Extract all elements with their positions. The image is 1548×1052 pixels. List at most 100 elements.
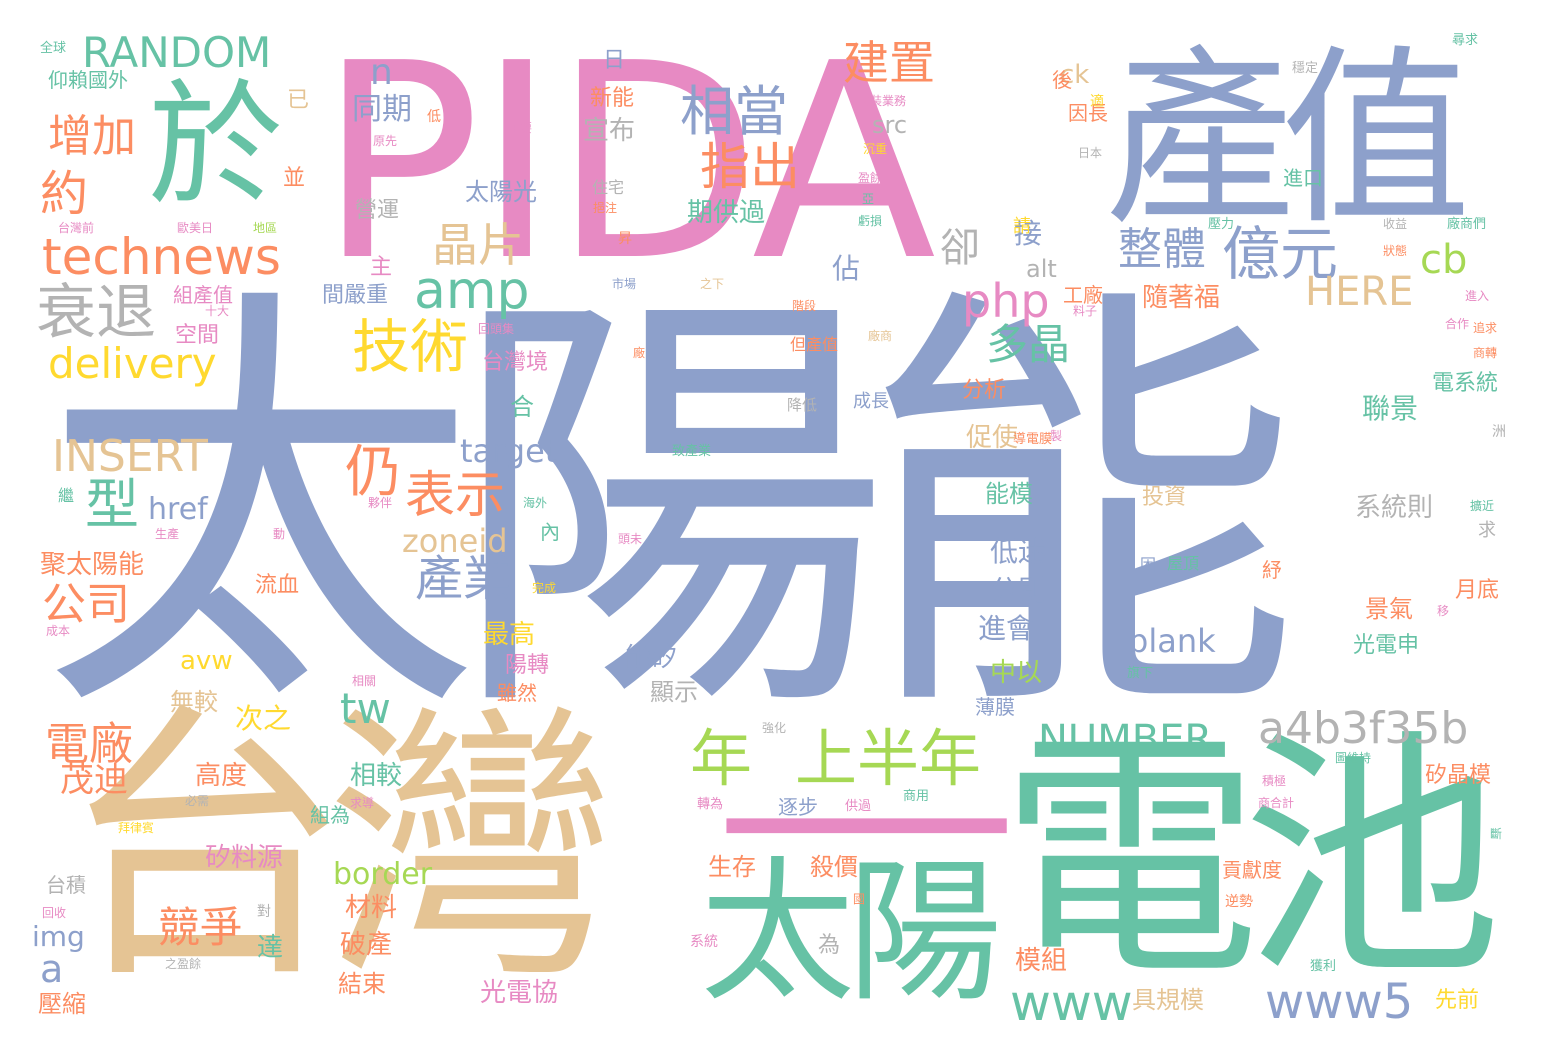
word-cloud-term: 增加: [48, 111, 136, 162]
word-cloud-term: 成長: [853, 391, 889, 412]
word-cloud-term: 矽晶模: [1425, 763, 1492, 788]
word-cloud-term: 昇: [618, 231, 632, 247]
word-cloud-term: 供過: [845, 799, 872, 814]
word-cloud-term: 壓力: [1208, 217, 1235, 232]
word-cloud-term: 顯示: [650, 678, 698, 706]
word-cloud-term: 住宅: [592, 178, 625, 197]
word-cloud-term: 卻: [940, 225, 980, 271]
word-cloud-term: 市場: [612, 277, 637, 291]
word-cloud-term: 低迷: [990, 535, 1047, 568]
word-cloud-term: www: [1010, 974, 1133, 1032]
word-cloud-term: 接: [1014, 217, 1043, 250]
word-cloud-term: 海外: [523, 496, 548, 510]
word-cloud-term: 能矽: [625, 643, 678, 673]
word-cloud-term: 低: [427, 109, 441, 125]
word-cloud-term: cb: [1420, 237, 1468, 283]
word-cloud-term: 殺價: [810, 853, 858, 881]
word-cloud-term: 系統則: [1355, 493, 1434, 523]
word-cloud-term: 成本: [46, 624, 71, 638]
word-cloud-term: 強化: [762, 721, 787, 735]
word-cloud-term: 景氣: [1365, 595, 1413, 623]
word-cloud-term: 台積: [46, 873, 86, 897]
word-cloud-term: 工廠: [1063, 283, 1103, 307]
word-cloud-term: 請: [1013, 216, 1031, 237]
word-cloud-term: 繼: [58, 486, 75, 505]
word-cloud-term: 之下: [700, 277, 725, 291]
word-cloud-term: 安裝業務: [858, 94, 907, 108]
word-cloud-term: 組為: [310, 803, 350, 827]
word-cloud-term: 太陽能: [40, 254, 1300, 766]
word-cloud-term: amp: [414, 261, 530, 321]
word-cloud-term: 已: [287, 88, 310, 113]
word-cloud-term: 台灣前: [58, 221, 95, 235]
word-cloud-term: 屋頂: [1167, 554, 1200, 573]
word-cloud-term: www5: [1265, 974, 1414, 1030]
word-cloud-term: 並: [283, 166, 306, 191]
word-cloud-term: 洲: [1492, 424, 1506, 440]
word-cloud-term: 後: [1052, 68, 1072, 92]
word-cloud-term: 為: [818, 933, 841, 958]
word-cloud-term: 高度: [195, 761, 248, 791]
word-cloud-term: 營運: [355, 198, 400, 223]
word-cloud-term: 年: [690, 722, 753, 795]
word-cloud-term: 太陽: [700, 842, 1002, 1023]
word-cloud-term: 光電協: [480, 978, 559, 1008]
word-cloud-term: INSERT: [52, 431, 208, 482]
word-cloud-term: 台灣: [60, 681, 616, 1018]
word-cloud-term: 合作: [1445, 317, 1470, 331]
word-cloud-term: 薄膜: [975, 695, 1015, 719]
word-cloud-term: 指出: [700, 138, 800, 196]
word-cloud-term: 型: [85, 473, 139, 536]
word-cloud-term: a4b3f35b: [1258, 703, 1469, 754]
word-cloud-term: RANDOM: [82, 28, 272, 77]
word-cloud-term: 日本: [1078, 146, 1103, 160]
word-cloud-term: 產值: [1105, 29, 1471, 250]
word-cloud-term: 主: [370, 255, 393, 280]
word-cloud-term: 旗下: [1127, 666, 1154, 681]
word-cloud-term: 材料: [345, 893, 398, 923]
word-cloud-term: 虧損: [858, 214, 883, 228]
word-cloud-term: 完成: [532, 581, 557, 595]
word-cloud-term: 陽轉: [505, 653, 550, 678]
word-cloud-term: 次之: [235, 702, 292, 735]
word-cloud-term: 狀態: [1383, 244, 1408, 258]
word-cloud-term: border: [333, 857, 433, 892]
word-cloud-term: 具規模: [1132, 986, 1204, 1014]
word-cloud-term: 模組: [1015, 946, 1068, 976]
word-cloud-term: 新能: [590, 86, 635, 111]
word-cloud-term: 拜律賓: [118, 821, 155, 835]
word-cloud-term: src: [872, 111, 908, 139]
word-cloud-term: 十大: [205, 304, 230, 318]
word-cloud-term: 動: [273, 527, 286, 541]
word-cloud-term: 回頭集: [478, 322, 515, 336]
word-cloud-term: 億元: [1222, 220, 1339, 288]
word-cloud-term: php: [962, 274, 1050, 328]
word-cloud-term: HERE: [1305, 269, 1414, 315]
word-cloud-term: 電廠: [45, 719, 133, 770]
word-cloud-term: 逆勢: [1225, 894, 1253, 910]
word-cloud-term: 光電申: [1353, 633, 1420, 658]
word-cloud-term: 降低: [787, 396, 818, 414]
word-cloud-term: 於: [148, 67, 283, 224]
word-cloud-term: 斷: [1490, 827, 1503, 841]
word-cloud-term: 合: [510, 393, 534, 421]
word-cloud-term: 壓縮: [38, 990, 86, 1018]
word-cloud-term: 達: [257, 933, 284, 963]
word-cloud-term: 仰賴國外: [48, 68, 128, 92]
word-cloud-term: 商轉: [1473, 346, 1498, 360]
word-cloud-term: 內: [540, 520, 560, 544]
word-cloud-term: 聯景: [1362, 392, 1419, 425]
word-cloud-term: n: [370, 52, 393, 93]
word-cloud-term: avw: [180, 646, 233, 676]
word-cloud-term: img: [32, 920, 85, 953]
word-cloud-term: 建置: [843, 36, 935, 90]
word-cloud-term: 日: [603, 48, 626, 73]
word-cloud-term: tw: [340, 684, 391, 733]
word-cloud-term: 結束: [338, 970, 386, 998]
word-cloud-term: 能模: [985, 480, 1033, 508]
word-cloud-term: 產業: [415, 551, 512, 607]
word-cloud-term: 求導: [350, 796, 375, 810]
word-cloud-term: 逐步: [778, 795, 818, 819]
word-cloud-term: 分別: [990, 574, 1047, 607]
